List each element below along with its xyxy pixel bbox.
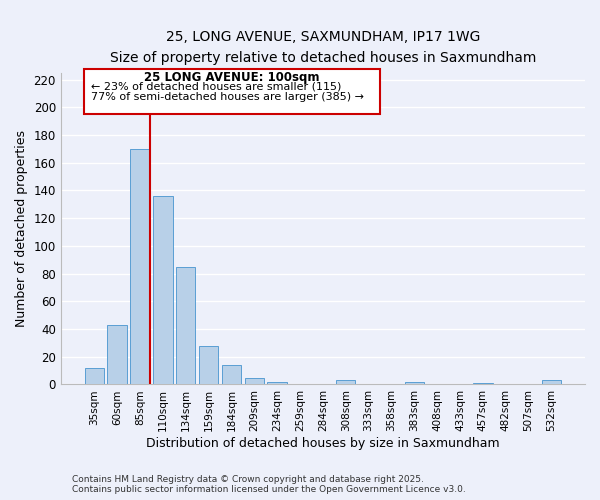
Bar [107, 325, 127, 384]
Text: ← 23% of detached houses are smaller (115): ← 23% of detached houses are smaller (11… [91, 81, 341, 91]
Bar [473, 383, 493, 384]
Bar [85, 368, 104, 384]
Bar [176, 266, 196, 384]
Text: 25 LONG AVENUE: 100sqm: 25 LONG AVENUE: 100sqm [144, 72, 320, 85]
Text: Contains public sector information licensed under the Open Government Licence v3: Contains public sector information licen… [72, 485, 466, 494]
Text: Contains HM Land Registry data © Crown copyright and database right 2025.: Contains HM Land Registry data © Crown c… [72, 475, 424, 484]
Bar [542, 380, 561, 384]
Text: 77% of semi-detached houses are larger (385) →: 77% of semi-detached houses are larger (… [91, 92, 364, 102]
Title: 25, LONG AVENUE, SAXMUNDHAM, IP17 1WG
Size of property relative to detached hous: 25, LONG AVENUE, SAXMUNDHAM, IP17 1WG Si… [110, 30, 536, 64]
Bar [268, 382, 287, 384]
Bar [336, 380, 355, 384]
Bar [199, 346, 218, 385]
Y-axis label: Number of detached properties: Number of detached properties [15, 130, 28, 327]
Bar [130, 149, 150, 384]
Bar [153, 196, 173, 384]
FancyBboxPatch shape [84, 68, 380, 114]
Bar [404, 382, 424, 384]
Bar [245, 378, 264, 384]
X-axis label: Distribution of detached houses by size in Saxmundham: Distribution of detached houses by size … [146, 437, 500, 450]
Bar [222, 365, 241, 384]
